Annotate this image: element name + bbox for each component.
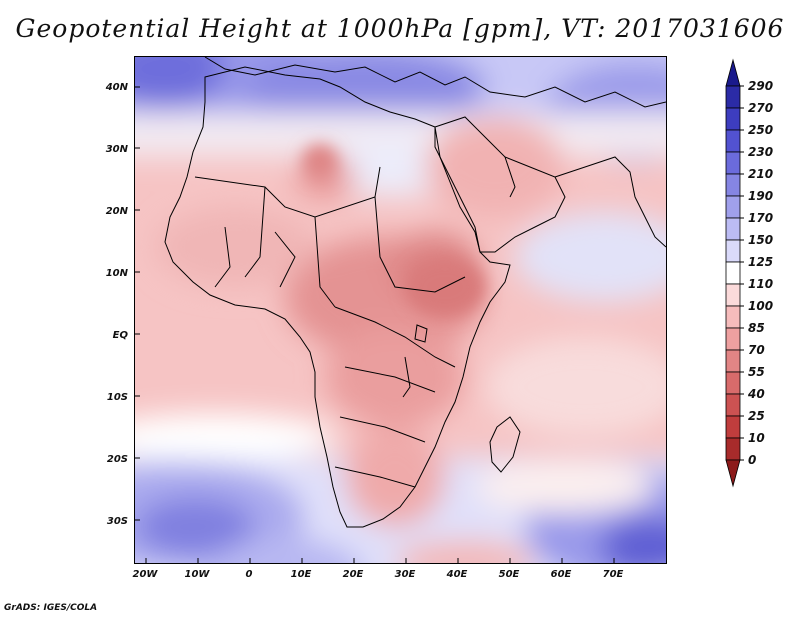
- lat-tick-label: 40N: [105, 82, 129, 93]
- colorbar-label: 10: [748, 431, 765, 445]
- colorbar: 2902702502302101901701501251101008570554…: [725, 58, 773, 488]
- colorbar-swatch: [725, 195, 741, 219]
- lon-tick-label: 10W: [185, 569, 211, 580]
- colorbar-label: 290: [748, 79, 773, 93]
- colorbar-swatch: [725, 58, 741, 87]
- colorbar-swatch: [725, 173, 741, 197]
- colorbar-label: 55: [748, 365, 765, 379]
- latitude-labels: 40N 30N 20N 10N EQ 10S 20S 30S: [105, 82, 129, 527]
- lon-tick-label: 40E: [446, 569, 468, 580]
- colorbar-label: 190: [748, 189, 773, 203]
- lon-tick-label: 20W: [133, 569, 159, 580]
- colorbar-swatch: [725, 393, 741, 417]
- credit-text: GrADS: IGES/COLA: [4, 603, 98, 613]
- map-panel: [134, 56, 667, 564]
- colorbar-label: 150: [748, 233, 773, 247]
- geopotential-map: [135, 57, 666, 563]
- colorbar-label: 70: [748, 343, 765, 357]
- lat-tick-label: 30S: [107, 516, 128, 527]
- colorbar-swatch: [725, 437, 741, 461]
- colorbar-labels: 2902702502302101901701501251101008570554…: [740, 79, 773, 467]
- colorbar-label: 270: [748, 101, 773, 115]
- colorbar-swatch: [725, 261, 741, 285]
- colorbar-label: 170: [748, 211, 773, 225]
- lon-tick-label: 50E: [499, 569, 520, 580]
- lat-tick-label: 30N: [106, 144, 129, 155]
- colorbar-swatch: [725, 107, 741, 131]
- longitude-labels: 20W 10W 0 10E 20E 30E 40E 50E 60E 70E: [133, 569, 624, 580]
- colorbar-swatch: [725, 283, 741, 307]
- field-contours: [135, 57, 666, 563]
- lat-tick-label: 20N: [106, 206, 129, 217]
- colorbar-swatch: [725, 217, 741, 241]
- lon-tick-label: 70E: [603, 569, 624, 580]
- lon-tick-label: 0: [246, 569, 253, 580]
- coastlines: [164, 57, 666, 528]
- colorbar-label: 0: [748, 453, 756, 467]
- colorbar-label: 40: [747, 387, 765, 401]
- colorbar-swatch: [725, 459, 741, 488]
- lon-tick-label: 60E: [551, 569, 572, 580]
- colorbar-label: 25: [748, 409, 765, 423]
- lat-tick-label: 10N: [106, 268, 129, 279]
- frame-ticks: [135, 86, 615, 563]
- colorbar-label: 250: [748, 123, 773, 137]
- colorbar-swatch: [725, 305, 741, 329]
- colorbar-swatch: [725, 327, 741, 351]
- colorbar-swatch: [725, 239, 741, 263]
- colorbar-swatch: [725, 371, 741, 395]
- colorbar-swatch: [725, 349, 741, 373]
- colorbar-label: 125: [748, 255, 773, 269]
- map-title: Geopotential Height at 1000hPa [gpm], VT…: [15, 14, 785, 43]
- colorbar-label: 85: [748, 321, 765, 335]
- colorbar-swatches: [725, 58, 741, 488]
- lat-tick-label: 20S: [107, 454, 128, 465]
- lon-tick-label: 30E: [395, 569, 416, 580]
- colorbar-swatch: [725, 129, 741, 153]
- lat-tick-label: 10S: [107, 392, 128, 403]
- colorbar-label: 230: [748, 145, 773, 159]
- colorbar-label: 210: [748, 167, 773, 181]
- colorbar-swatch: [725, 151, 741, 175]
- colorbar-swatch: [725, 85, 741, 109]
- lon-tick-label: 10E: [291, 569, 312, 580]
- colorbar-swatch: [725, 415, 741, 439]
- lon-tick-label: 20E: [343, 569, 364, 580]
- colorbar-label: 110: [748, 277, 773, 291]
- lat-tick-label: EQ: [113, 330, 129, 341]
- colorbar-label: 100: [748, 299, 773, 313]
